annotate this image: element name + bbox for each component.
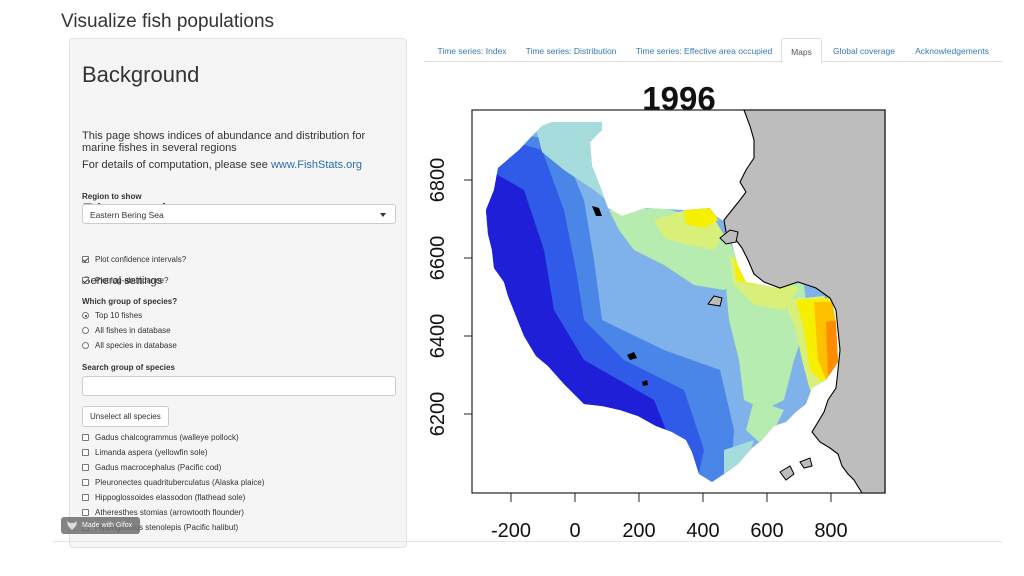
fox-icon	[67, 521, 77, 530]
option-confidence-intervals[interactable]: Plot confidence intervals?	[82, 255, 186, 264]
radio-label: Top 10 fishes	[95, 311, 143, 320]
tab-maps[interactable]: Maps	[781, 38, 822, 63]
divider	[53, 541, 1002, 542]
region-select-value: Eastern Bering Sea	[90, 210, 164, 220]
checkbox-icon[interactable]	[82, 449, 89, 456]
general-settings-heading: General settings	[82, 275, 163, 287]
search-species-label: Search group of species	[82, 363, 175, 372]
radio-top-10[interactable]: Top 10 fishes	[82, 311, 142, 320]
gifox-watermark: Made with Gifox	[61, 517, 140, 534]
species-label: Gadus chalcogrammus (walleye pollock)	[95, 433, 239, 442]
x-tick-label: 0	[569, 520, 580, 540]
option-label: Plot log-abundance?	[95, 276, 169, 285]
option-log-abundance[interactable]: Plot log-abundance?	[82, 276, 168, 285]
x-tick-label: -200	[491, 520, 531, 540]
species-item[interactable]: Hippoglossoides elassodon (flathead sole…	[82, 493, 245, 502]
watermark-text: Made with Gifox	[82, 522, 133, 529]
checkbox-icon[interactable]	[82, 509, 89, 516]
fishstats-link[interactable]: www.FishStats.org	[270, 159, 363, 171]
species-label: Hippoglossoides elassodon (flathead sole…	[95, 493, 246, 502]
species-label: Pleuronectes quadrituberculatus (Alaska …	[95, 478, 265, 487]
island	[707, 295, 723, 307]
y-tick-label: 6600	[427, 236, 449, 281]
species-item[interactable]: Limanda aspera (yellowfin sole)	[82, 448, 208, 457]
y-tick-label: 6200	[427, 392, 449, 437]
tab-bar: Time series: Index Time series: Distribu…	[424, 38, 1002, 63]
x-tick-label: 400	[686, 520, 719, 540]
option-label: Plot confidence intervals?	[95, 255, 187, 264]
pribilof-island	[642, 380, 648, 386]
radio-all-fishes[interactable]: All fishes in database	[82, 326, 171, 335]
x-tick-label: 800	[814, 520, 847, 540]
x-tick-label: 200	[622, 520, 655, 540]
radio-label: All species in database	[95, 341, 177, 350]
island	[779, 465, 795, 481]
background-heading: Background	[82, 62, 200, 87]
checkbox-checked-icon[interactable]	[82, 277, 89, 284]
checkbox-icon[interactable]	[82, 434, 89, 441]
checkbox-icon[interactable]	[82, 479, 89, 486]
checkbox-icon[interactable]	[82, 464, 89, 471]
species-label: Gadus macrocephalus (Pacific cod)	[95, 463, 222, 472]
checkbox-checked-icon[interactable]	[82, 256, 89, 263]
y-axis: 6200 6400 6600 6800	[427, 158, 472, 437]
pribilof-island	[627, 352, 637, 360]
checkbox-icon[interactable]	[82, 494, 89, 501]
search-species-input[interactable]	[82, 376, 396, 396]
x-tick-label: 600	[750, 520, 783, 540]
radio-all-species[interactable]: All species in database	[82, 341, 177, 350]
tab-effective-area[interactable]: Time series: Effective area occupied	[635, 46, 773, 56]
tab-global-coverage[interactable]: Global coverage	[833, 46, 895, 56]
y-tick-label: 6400	[427, 314, 449, 359]
species-item[interactable]: Atheresthes stomias (arrowtooth flounder…	[82, 508, 244, 517]
species-item[interactable]: Pleuronectes quadrituberculatus (Alaska …	[82, 478, 264, 487]
species-label: Hippoglossus stenolepis (Pacific halibut…	[95, 523, 239, 532]
y-tick-label: 6800	[427, 158, 449, 203]
radio-icon[interactable]	[82, 327, 89, 334]
tab-time-series-distribution[interactable]: Time series: Distribution	[525, 46, 617, 56]
background-description: This page shows indices of abundance and…	[82, 130, 366, 154]
radio-icon[interactable]	[82, 342, 89, 349]
species-item[interactable]: Gadus chalcogrammus (walleye pollock)	[82, 433, 239, 442]
region-select[interactable]: Eastern Bering Sea	[82, 204, 396, 224]
chevron-down-icon	[380, 213, 386, 217]
app-title: Visualize fish populations	[61, 11, 275, 32]
tab-acknowledgements[interactable]: Acknowledgements	[915, 46, 989, 56]
species-group-label: Which group of species?	[82, 297, 178, 306]
radio-label: All fishes in database	[95, 326, 171, 335]
radio-selected-icon[interactable]	[82, 312, 89, 319]
nunivak-island	[719, 229, 739, 245]
species-item[interactable]: Gadus macrocephalus (Pacific cod)	[82, 463, 221, 472]
alaska-landmass	[723, 109, 886, 494]
island	[592, 206, 602, 216]
tab-time-series-index[interactable]: Time series: Index	[437, 46, 507, 56]
land-alaska	[592, 109, 886, 494]
unselect-all-button[interactable]: Unselect all species	[82, 406, 169, 427]
details-prefix: For details of computation, please see	[82, 159, 271, 171]
background-details: For details of computation, please see w…	[82, 159, 362, 171]
species-label: Atheresthes stomias (arrowtooth flounder…	[95, 508, 244, 517]
x-axis: -200 0 200 400 600 800	[491, 493, 848, 540]
species-label: Limanda aspera (yellowfin sole)	[95, 448, 208, 457]
island	[799, 457, 813, 469]
abundance-map: 1996 6200 6400 6600	[427, 80, 886, 540]
region-label: Region to show	[82, 192, 142, 201]
sidebar-panel: Background This page shows indices of ab…	[69, 38, 407, 548]
